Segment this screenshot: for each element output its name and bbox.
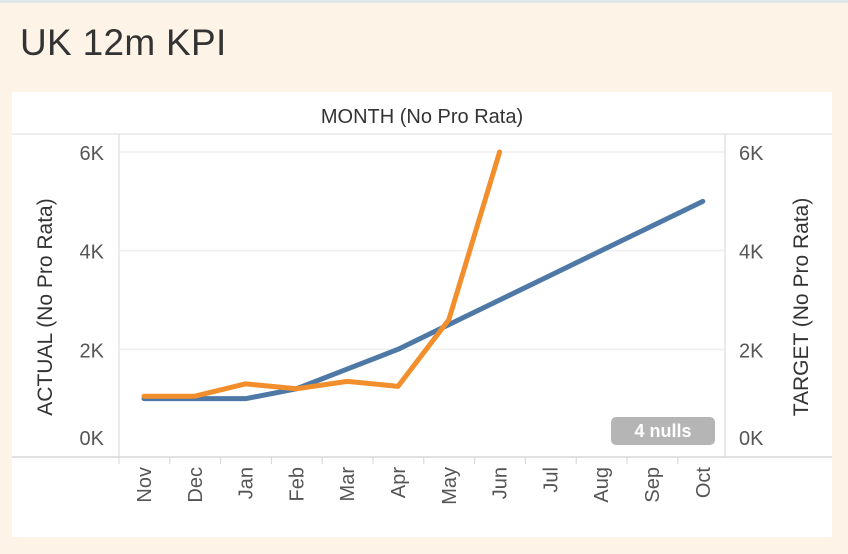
x-tick-label: Dec [185,467,207,503]
y-axis-left-title: ACTUAL (No Pro Rata) [34,198,57,415]
y-tick-label-right: 0K [739,428,764,450]
x-tick-label: Oct [693,467,715,499]
y-tick-label-left: 0K [80,428,105,450]
kpi-line-chart: MONTH (No Pro Rata) ACTUAL (No Pro Rata)… [12,106,832,505]
x-tick-label: Apr [388,467,410,498]
x-tick-label: Aug [591,467,613,503]
y-axis-left-ticks: 0K 2K 4K 6K [80,143,105,450]
y-tick-label-left: 4K [80,242,105,264]
y-axis-right-ticks: 0K 2K 4K 6K [739,143,764,450]
y-tick-label-right: 2K [739,340,764,362]
nulls-indicator[interactable]: 4 nulls [611,417,715,445]
y-axis-right-title: TARGET (No Pro Rata) [790,198,813,417]
series-line-target[interactable] [141,198,706,402]
y-tick-label-right: 4K [739,242,764,264]
series-lines [141,149,706,402]
nulls-badge-label: 4 nulls [634,421,691,441]
x-tick-label: Mar [337,467,359,502]
chart-card: MONTH (No Pro Rata) ACTUAL (No Pro Rata)… [12,92,832,537]
series-line-actual[interactable] [141,149,503,399]
x-tick-label: Nov [134,467,156,503]
x-tick-label: Jan [236,467,258,499]
nulls-badge-bg [611,417,715,445]
x-tick-label: May [439,467,461,505]
x-tick-label: Feb [286,467,308,501]
top-border [0,0,848,3]
x-tick-label: Jun [490,467,512,499]
x-tick-label: Sep [642,467,664,503]
chart-title: MONTH (No Pro Rata) [321,106,523,128]
y-tick-label-left: 2K [80,340,105,362]
y-tick-label-left: 6K [80,143,105,165]
x-tick-label: Jul [540,467,562,493]
page-title: UK 12m KPI [20,22,227,63]
x-axis-ticks: Nov Dec Jan Feb Mar Apr May Jun Jul Aug Sep Oct [118,457,715,505]
y-tick-label-right: 6K [739,143,764,165]
gridlines [119,151,725,351]
